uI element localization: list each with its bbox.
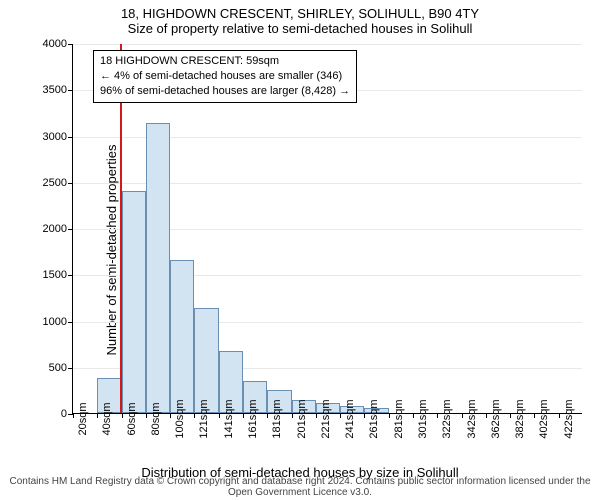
xtick-label: 60sqm — [126, 402, 138, 435]
ytick-mark — [68, 90, 73, 91]
xtick-mark — [243, 413, 244, 418]
ytick-label: 4000 — [43, 38, 67, 50]
xtick-label: 322sqm — [441, 399, 453, 438]
xtick-label: 40sqm — [101, 402, 113, 435]
xtick-label: 161sqm — [247, 399, 259, 438]
xtick-label: 80sqm — [150, 402, 162, 435]
xtick-label: 201sqm — [296, 399, 308, 438]
histogram-bar — [170, 260, 194, 413]
xtick-label: 402sqm — [538, 399, 550, 438]
xtick-label: 181sqm — [271, 399, 283, 438]
ytick-label: 1500 — [43, 269, 67, 281]
xtick-mark — [534, 413, 535, 418]
ytick-label: 0 — [61, 408, 67, 420]
histogram-bar — [122, 191, 146, 413]
xtick-label: 281sqm — [393, 399, 405, 438]
ytick-mark — [68, 275, 73, 276]
annotation-line: 96% of semi-detached houses are larger (… — [100, 84, 350, 99]
xtick-mark — [340, 413, 341, 418]
annotation-box: 18 HIGHDOWN CRESCENT: 59sqm← 4% of semi-… — [93, 50, 357, 103]
xtick-mark — [510, 413, 511, 418]
xtick-label: 382sqm — [514, 399, 526, 438]
xtick-label: 221sqm — [320, 399, 332, 438]
xtick-mark — [146, 413, 147, 418]
xtick-mark — [170, 413, 171, 418]
histogram-bar — [146, 123, 170, 413]
ytick-mark — [68, 229, 73, 230]
xtick-mark — [267, 413, 268, 418]
xtick-mark — [559, 413, 560, 418]
ytick-label: 500 — [49, 362, 67, 374]
xtick-mark — [364, 413, 365, 418]
xtick-mark — [122, 413, 123, 418]
annotation-line: ← 4% of semi-detached houses are smaller… — [100, 69, 350, 84]
xtick-mark — [437, 413, 438, 418]
ytick-mark — [68, 137, 73, 138]
xtick-label: 362sqm — [490, 399, 502, 438]
histogram-bar — [194, 308, 218, 413]
xtick-label: 241sqm — [344, 399, 356, 438]
chart-title-line1: 18, HIGHDOWN CRESCENT, SHIRLEY, SOLIHULL… — [0, 6, 600, 21]
xtick-mark — [389, 413, 390, 418]
gridline — [73, 44, 582, 45]
xtick-mark — [194, 413, 195, 418]
plot-area: 0500100015002000250030003500400020sqm40s… — [72, 44, 582, 414]
xtick-label: 141sqm — [223, 399, 235, 438]
xtick-mark — [486, 413, 487, 418]
xtick-label: 301sqm — [417, 399, 429, 438]
xtick-label: 100sqm — [174, 399, 186, 438]
xtick-label: 422sqm — [563, 399, 575, 438]
ytick-label: 3000 — [43, 131, 67, 143]
xtick-label: 342sqm — [466, 399, 478, 438]
xtick-label: 20sqm — [77, 402, 89, 435]
xtick-mark — [73, 413, 74, 418]
ytick-label: 2000 — [43, 223, 67, 235]
ytick-mark — [68, 368, 73, 369]
xtick-mark — [219, 413, 220, 418]
xtick-mark — [316, 413, 317, 418]
xtick-label: 121sqm — [198, 399, 210, 438]
ytick-label: 1000 — [43, 316, 67, 328]
xtick-mark — [97, 413, 98, 418]
ytick-mark — [68, 44, 73, 45]
xtick-mark — [413, 413, 414, 418]
ytick-mark — [68, 322, 73, 323]
chart-title-line2: Size of property relative to semi-detach… — [0, 21, 600, 36]
xtick-mark — [292, 413, 293, 418]
ytick-mark — [68, 183, 73, 184]
ytick-label: 2500 — [43, 177, 67, 189]
annotation-line: 18 HIGHDOWN CRESCENT: 59sqm — [100, 54, 350, 69]
chart-footnote: Contains HM Land Registry data © Crown c… — [0, 476, 600, 498]
xtick-label: 261sqm — [368, 399, 380, 438]
xtick-mark — [462, 413, 463, 418]
ytick-label: 3500 — [43, 84, 67, 96]
